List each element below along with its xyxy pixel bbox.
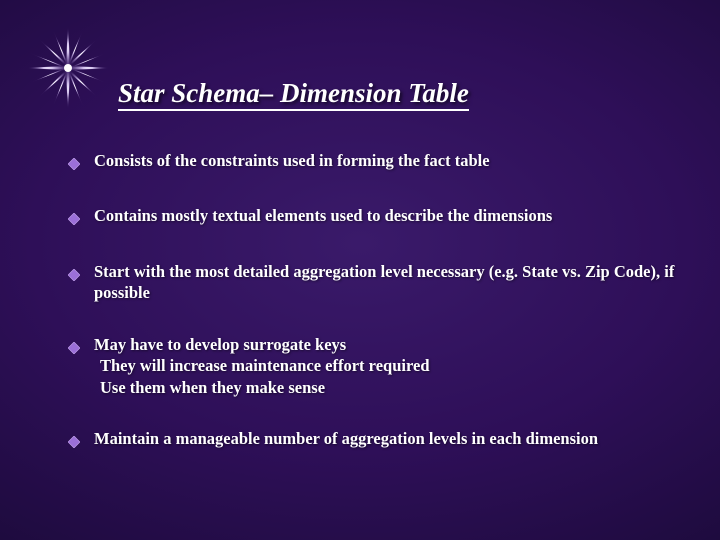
bullet-item: May have to develop surrogate keysThey w… xyxy=(68,334,680,398)
bullet-text: Start with the most detailed aggregation… xyxy=(94,261,680,304)
bullet-line: They will increase maintenance effort re… xyxy=(100,355,680,376)
starburst-decoration xyxy=(28,28,108,108)
diamond-bullet-icon xyxy=(68,432,80,453)
bullet-line: May have to develop surrogate keys xyxy=(94,334,680,355)
diamond-bullet-icon xyxy=(68,154,80,175)
bullet-text: Contains mostly textual elements used to… xyxy=(94,205,680,226)
bullet-item: Contains mostly textual elements used to… xyxy=(68,205,680,230)
bullet-line: Maintain a manageable number of aggregat… xyxy=(94,428,680,449)
bullet-item: Consists of the constraints used in form… xyxy=(68,150,680,175)
bullet-line: Start with the most detailed aggregation… xyxy=(94,261,680,304)
bullet-item: Maintain a manageable number of aggregat… xyxy=(68,428,680,453)
bullet-list: Consists of the constraints used in form… xyxy=(68,150,680,484)
bullet-line: Contains mostly textual elements used to… xyxy=(94,205,680,226)
slide-title-text: Star Schema– Dimension Table xyxy=(118,78,469,111)
bullet-item: Start with the most detailed aggregation… xyxy=(68,261,680,304)
diamond-bullet-icon xyxy=(68,265,80,286)
bullet-text: May have to develop surrogate keysThey w… xyxy=(94,334,680,398)
slide-title: Star Schema– Dimension Table xyxy=(118,78,469,109)
bullet-line: Use them when they make sense xyxy=(100,377,680,398)
bullet-line: Consists of the constraints used in form… xyxy=(94,150,680,171)
diamond-bullet-icon xyxy=(68,209,80,230)
bullet-text: Consists of the constraints used in form… xyxy=(94,150,680,171)
diamond-bullet-icon xyxy=(68,338,80,359)
bullet-text: Maintain a manageable number of aggregat… xyxy=(94,428,680,449)
